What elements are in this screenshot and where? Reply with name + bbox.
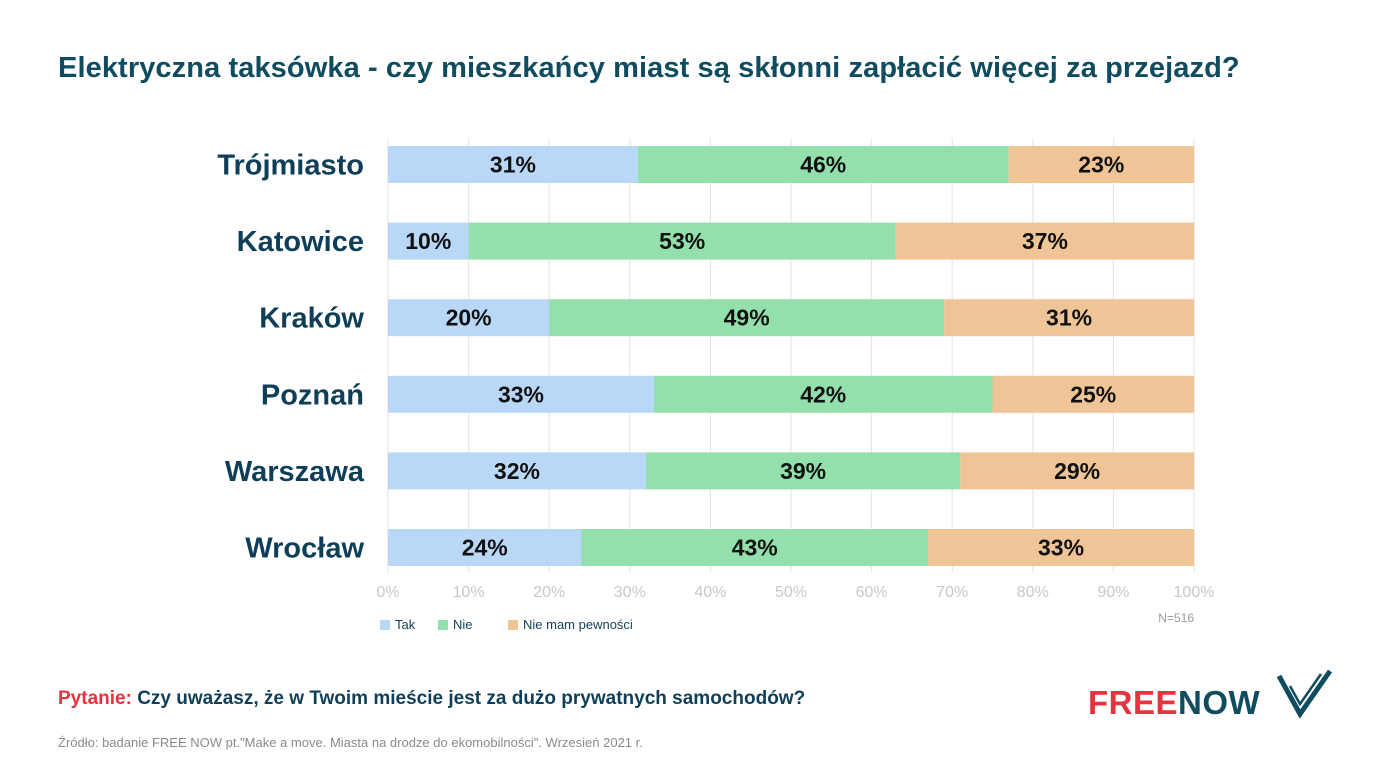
legend-label: Nie mam pewności (523, 617, 633, 632)
stacked-bar-chart: Trójmiasto Katowice Kraków Poznań Warszawa Wr… (217, 138, 1214, 632)
x-tick-label: 50% (775, 584, 807, 601)
bar-value-label: 31% (490, 152, 536, 178)
chart-title: Elektryczna taksówka - czy mieszkańcy mi… (58, 52, 1240, 84)
bar-value-label: 43% (732, 535, 778, 561)
bar-segment (388, 529, 582, 566)
x-tick-label: 70% (936, 584, 968, 601)
x-tick-label: 10% (453, 584, 485, 601)
category-label: Kraków (259, 303, 364, 335)
category-label: Warszawa (225, 456, 365, 488)
bar-value-label: 23% (1078, 152, 1124, 178)
bar-segment (637, 146, 1009, 183)
legend-swatch (380, 620, 390, 630)
x-tick-label: 60% (856, 584, 888, 601)
logo-wordmark: FREENOW (1088, 684, 1260, 722)
bar-segment (992, 375, 1194, 413)
bar-segment (928, 529, 1194, 566)
bar-segment (1008, 146, 1194, 183)
x-axis-ticks: 0% 10% 20% 30% 40% 50% 60% 70% 80% 90% 100% (376, 584, 1214, 601)
bar-value-label: 20% (446, 305, 492, 331)
question-text: Czy uważasz, że w Twoim mieście jest za … (137, 688, 806, 709)
legend-label: Nie (453, 617, 473, 632)
category-label: Wrocław (245, 533, 364, 565)
sample-size: N=516 (1158, 611, 1194, 625)
x-tick-label: 20% (533, 584, 565, 601)
survey-question: Pytanie: Czy uważasz, że w Twoim mieście… (58, 688, 805, 710)
bar-segment (388, 299, 550, 337)
bar-segment (960, 452, 1194, 490)
x-tick-label: 100% (1174, 584, 1215, 601)
bar-value-label: 10% (405, 228, 451, 254)
category-label: Trójmiasto (217, 150, 364, 182)
x-tick-label: 0% (376, 584, 399, 601)
category-label: Katowice (237, 226, 364, 258)
bar-value-label: 53% (659, 228, 705, 254)
x-tick-label: 30% (614, 584, 646, 601)
bar-value-label: 42% (800, 381, 846, 407)
legend-swatch (438, 620, 448, 630)
x-tick-label: 40% (694, 584, 726, 601)
bar-value-label: 25% (1070, 381, 1116, 407)
x-tick-label: 90% (1097, 584, 1129, 601)
category-labels: Trójmiasto Katowice Kraków Poznań Warszawa Wr… (217, 150, 365, 565)
bar-segment (468, 222, 896, 260)
bar-value-label: 29% (1054, 458, 1100, 484)
legend: Tak Nie Nie mam pewności (380, 617, 633, 632)
bar-value-label: 37% (1022, 228, 1068, 254)
bar-value-label: 46% (800, 152, 846, 178)
bars (388, 146, 1194, 566)
x-tick-label: 80% (1017, 584, 1049, 601)
bar-value-label: 24% (462, 535, 508, 561)
source-note: Źródło: badanie FREE NOW pt."Make a move… (58, 735, 643, 750)
bar-segment (388, 146, 638, 183)
value-labels: 31% 46% 23% 10% 53% 37% 20% 49% 31% 33% 42% 25% 32% 3… (405, 152, 1124, 561)
category-label: Poznań (261, 379, 364, 411)
freenow-logo: FREENOW (1088, 668, 1348, 724)
bar-segment (653, 375, 993, 413)
question-label: Pytanie: (58, 688, 132, 709)
bar-segment (944, 299, 1194, 337)
bar-value-label: 49% (724, 305, 770, 331)
bar-segment (895, 222, 1194, 260)
bar-segment (549, 299, 945, 337)
bar-value-label: 31% (1046, 305, 1092, 331)
logo-chevron-icon (1276, 669, 1333, 719)
bar-value-label: 33% (1038, 535, 1084, 561)
bar-segment (388, 222, 469, 260)
logo-text-free: FREE (1088, 684, 1179, 721)
bar-value-label: 33% (498, 381, 544, 407)
legend-swatch (508, 620, 518, 630)
bar-value-label: 32% (494, 458, 540, 484)
legend-label: Tak (395, 617, 416, 632)
bar-value-label: 39% (780, 458, 826, 484)
grid-lines (387, 138, 1195, 572)
logo-text-now: NOW (1178, 684, 1261, 721)
bar-segment (388, 375, 654, 413)
bar-segment (388, 452, 646, 490)
bar-segment (645, 452, 961, 490)
bar-segment (581, 529, 929, 566)
